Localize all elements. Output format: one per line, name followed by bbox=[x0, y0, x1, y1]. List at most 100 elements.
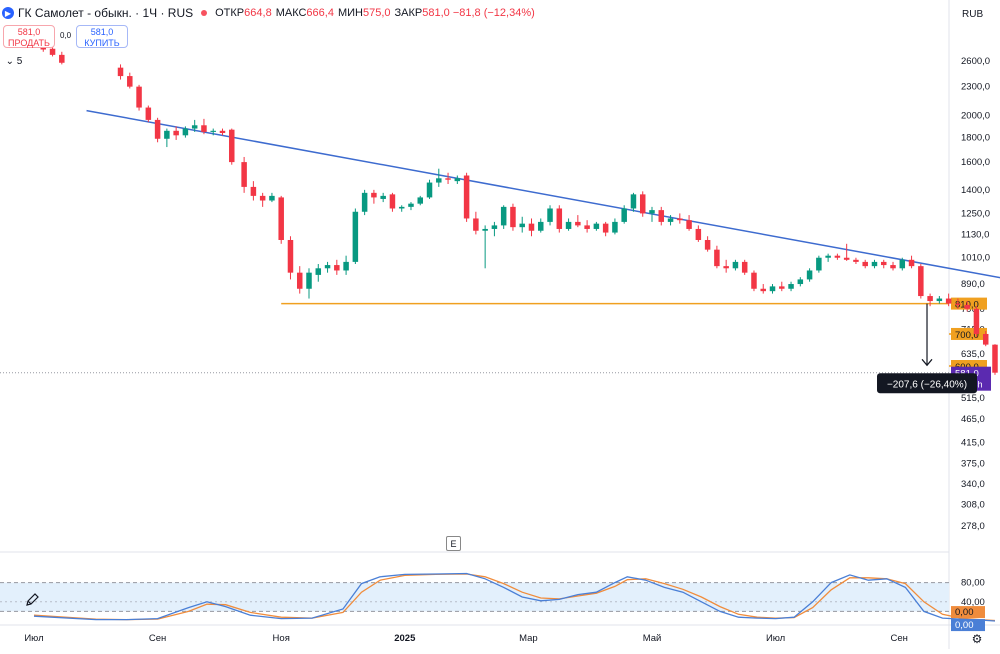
y-tick-label: 2600,0 bbox=[961, 56, 990, 67]
candle-body bbox=[315, 268, 322, 275]
target-level-label: 700,0 bbox=[955, 330, 979, 341]
candle-body bbox=[164, 130, 170, 139]
stoch-k-line bbox=[33, 572, 996, 622]
candle-body bbox=[454, 178, 461, 182]
candle-body bbox=[639, 194, 646, 214]
candle-body bbox=[788, 284, 794, 289]
close-label: ЗАКР bbox=[394, 7, 423, 19]
indicators-collapse-button[interactable]: ⌄ 5 bbox=[3, 54, 25, 68]
y-tick-label: 375,0 bbox=[961, 459, 985, 470]
candle-body bbox=[732, 261, 739, 269]
x-tick-label: Мар bbox=[519, 633, 538, 644]
candle-body bbox=[704, 239, 711, 250]
candle-body bbox=[463, 175, 470, 219]
candle-body bbox=[510, 206, 516, 228]
candle-body bbox=[565, 221, 572, 229]
trend-line bbox=[86, 109, 1000, 279]
candle-body bbox=[49, 48, 56, 55]
y-tick-label: 1600,0 bbox=[961, 157, 990, 168]
candle-body bbox=[899, 259, 906, 269]
event-marker[interactable]: E bbox=[446, 536, 461, 551]
candle-body bbox=[482, 228, 488, 231]
symbol-title[interactable]: ГК Самолет - обыкн. · 1Ч · RUS bbox=[18, 6, 194, 20]
y-tick-label: 340,0 bbox=[961, 479, 985, 490]
exchange-logo-icon: ▶ bbox=[2, 7, 14, 19]
candle-body bbox=[229, 129, 235, 163]
candle-body bbox=[491, 225, 498, 229]
stoch-tick-label: 40,00 bbox=[961, 597, 985, 608]
candle-body bbox=[127, 76, 133, 87]
x-tick-label: Ноя bbox=[273, 633, 290, 644]
candle-body bbox=[306, 272, 312, 289]
stoch-tick-label: 80,00 bbox=[961, 578, 985, 589]
pencil-icon bbox=[26, 593, 39, 606]
candle-body bbox=[918, 266, 924, 297]
drawing-tool-button[interactable] bbox=[22, 591, 42, 609]
low-value: 575,0 bbox=[362, 7, 391, 19]
candle-body bbox=[500, 206, 507, 226]
candle-body bbox=[361, 192, 368, 212]
candle-body bbox=[825, 255, 831, 258]
candle-body bbox=[890, 265, 896, 269]
indicator-count: 5 bbox=[16, 55, 23, 67]
candle-body bbox=[695, 228, 702, 240]
measure-label: −207,6 (−26,40%) bbox=[887, 379, 967, 390]
buy-label: КУПИТЬ bbox=[84, 38, 120, 48]
candle-body bbox=[334, 265, 340, 271]
candle-body bbox=[389, 194, 396, 209]
x-tick-label: 2025 bbox=[394, 633, 416, 644]
candle-body bbox=[862, 261, 868, 267]
buy-button[interactable]: 581,0 КУПИТЬ bbox=[76, 25, 128, 48]
candle-body bbox=[417, 197, 423, 204]
open-label: ОТКР bbox=[215, 7, 245, 19]
y-tick-label: 1800,0 bbox=[961, 133, 990, 144]
y-tick-label: 890,0 bbox=[961, 279, 985, 290]
buy-price: 581,0 bbox=[90, 27, 114, 37]
settings-gear-icon[interactable]: ⚙ bbox=[971, 632, 983, 646]
candle-body bbox=[612, 221, 618, 233]
close-value: 581,0 −81,8 (−12,34%) bbox=[422, 7, 535, 19]
candle-body bbox=[723, 266, 729, 269]
x-tick-label: Сен bbox=[891, 633, 908, 644]
candle-body bbox=[473, 218, 479, 231]
candle-body bbox=[210, 130, 216, 132]
measure-arrow-head bbox=[921, 358, 933, 367]
candle-body bbox=[259, 195, 266, 201]
candle-body bbox=[816, 257, 822, 271]
candle-body bbox=[278, 197, 284, 240]
candle-body bbox=[797, 279, 804, 285]
market-status-icon bbox=[201, 10, 208, 16]
candle-body bbox=[182, 128, 189, 136]
support-badge bbox=[951, 297, 987, 310]
candle-body bbox=[973, 308, 980, 334]
candle-body bbox=[575, 221, 581, 226]
candle-body bbox=[806, 270, 813, 280]
y-tick-label: 308,0 bbox=[961, 500, 985, 511]
candle-body bbox=[584, 225, 590, 229]
y-tick-label: 278,0 bbox=[961, 521, 985, 532]
candle-body bbox=[741, 261, 748, 273]
x-tick-label: Июл bbox=[24, 633, 43, 644]
candle-body bbox=[154, 119, 161, 139]
candle-body bbox=[992, 344, 998, 373]
candle-body bbox=[964, 304, 970, 309]
candle-body bbox=[324, 265, 331, 269]
candle-body bbox=[630, 194, 637, 209]
symbol-header: ▶ ГК Самолет - обыкн. · 1Ч · RUS ОТКР 664… bbox=[2, 4, 535, 22]
sell-button[interactable]: 581,0 ПРОДАТЬ bbox=[3, 25, 55, 48]
candle-body bbox=[519, 223, 525, 228]
candle-body bbox=[936, 298, 943, 302]
measure-label-box bbox=[877, 373, 978, 394]
y-tick-label: 515,0 bbox=[961, 393, 985, 404]
candle-body bbox=[219, 130, 226, 134]
candle-body bbox=[927, 296, 933, 302]
candle-body bbox=[556, 208, 563, 229]
candle-body bbox=[408, 203, 414, 207]
y-tick-label: 415,0 bbox=[961, 438, 985, 449]
stoch-d-value: 0,00 bbox=[955, 607, 974, 618]
candle-body bbox=[352, 211, 359, 262]
y-tick-label: 465,0 bbox=[961, 414, 985, 425]
candle-body bbox=[173, 130, 179, 136]
